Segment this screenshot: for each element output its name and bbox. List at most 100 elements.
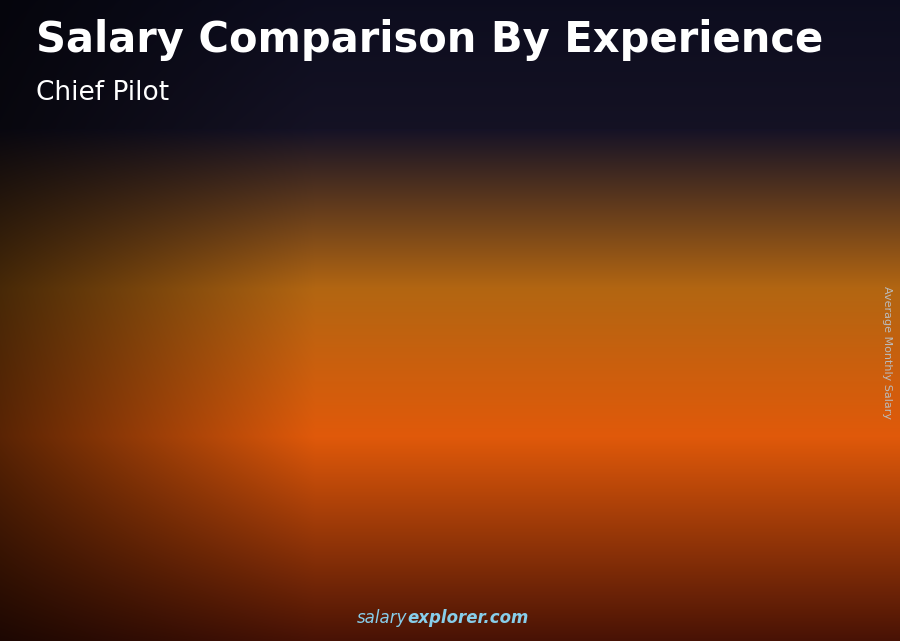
Text: 0 USD: 0 USD (227, 416, 269, 430)
Polygon shape (335, 376, 413, 383)
Bar (385, 383, 387, 558)
Bar (526, 325, 527, 558)
Bar (148, 499, 150, 558)
Bar (98, 499, 100, 558)
Bar (138, 499, 140, 558)
Bar (764, 209, 766, 558)
Bar (374, 383, 375, 558)
Bar (731, 209, 734, 558)
Bar (372, 383, 374, 558)
Bar (252, 442, 254, 558)
Bar (472, 325, 473, 558)
Polygon shape (462, 318, 540, 325)
Bar (91, 499, 93, 558)
Bar (466, 325, 469, 558)
Bar (778, 209, 780, 558)
Bar (633, 267, 634, 558)
Bar (398, 383, 400, 558)
Bar (247, 442, 249, 558)
Bar (382, 383, 384, 558)
Bar (130, 499, 131, 558)
Bar (214, 442, 216, 558)
Bar (218, 442, 220, 558)
Text: 2 to 5: 2 to 5 (219, 578, 277, 596)
Bar (102, 499, 104, 558)
FancyBboxPatch shape (806, 30, 862, 82)
Bar (717, 209, 719, 558)
Bar (716, 209, 717, 558)
Bar (238, 442, 240, 558)
Bar (634, 267, 636, 558)
Polygon shape (714, 202, 792, 209)
Text: Average Monthly Salary: Average Monthly Salary (881, 286, 892, 419)
Bar (383, 383, 385, 558)
Bar (607, 267, 608, 558)
Bar (726, 209, 728, 558)
Bar (359, 383, 361, 558)
Bar (773, 209, 775, 558)
Bar (89, 499, 92, 558)
Bar (222, 442, 225, 558)
Bar (368, 383, 370, 558)
Bar (254, 442, 256, 558)
Bar (766, 209, 768, 558)
Bar (209, 442, 211, 558)
Text: 5 to 10: 5 to 10 (338, 578, 410, 596)
Bar (377, 383, 379, 558)
Bar (338, 383, 340, 558)
Text: < 2 Years: < 2 Years (74, 578, 169, 596)
Bar (598, 267, 600, 558)
Bar (462, 325, 464, 558)
Text: +nan%: +nan% (374, 257, 451, 276)
Bar (150, 499, 152, 558)
Bar (524, 325, 526, 558)
Bar (378, 383, 381, 558)
Bar (513, 325, 516, 558)
Bar (500, 325, 501, 558)
Text: 0 USD: 0 USD (479, 299, 522, 313)
Bar (226, 442, 228, 558)
Bar (510, 325, 512, 558)
Bar (85, 499, 86, 558)
Bar (349, 383, 351, 558)
Bar (614, 267, 616, 558)
Polygon shape (278, 435, 287, 558)
Bar (724, 209, 726, 558)
Bar (636, 267, 638, 558)
Text: +nan%: +nan% (121, 373, 198, 392)
Bar (610, 267, 612, 558)
Bar (354, 383, 356, 558)
Bar (475, 325, 477, 558)
Bar (231, 442, 233, 558)
Text: explorer.com: explorer.com (408, 609, 529, 627)
Bar (626, 267, 628, 558)
Bar (642, 267, 643, 558)
Bar (140, 499, 141, 558)
Bar (645, 267, 647, 558)
Text: Salary Comparison By Experience: Salary Comparison By Experience (36, 19, 824, 62)
Bar (627, 267, 629, 558)
Bar (616, 267, 617, 558)
Bar (617, 267, 619, 558)
Bar (387, 383, 389, 558)
Bar (612, 267, 614, 558)
Bar (370, 383, 372, 558)
Bar (273, 442, 274, 558)
Bar (389, 383, 391, 558)
Bar (94, 499, 96, 558)
Bar (122, 499, 124, 558)
Bar (655, 267, 657, 558)
Bar (520, 325, 522, 558)
Bar (126, 499, 128, 558)
Bar (603, 267, 605, 558)
Bar (740, 209, 742, 558)
Bar (392, 383, 394, 558)
Bar (402, 383, 405, 558)
Bar (93, 499, 94, 558)
Bar (133, 499, 135, 558)
Bar (400, 383, 401, 558)
Bar (730, 209, 732, 558)
Bar (477, 325, 479, 558)
Bar (337, 383, 338, 558)
Bar (219, 442, 221, 558)
